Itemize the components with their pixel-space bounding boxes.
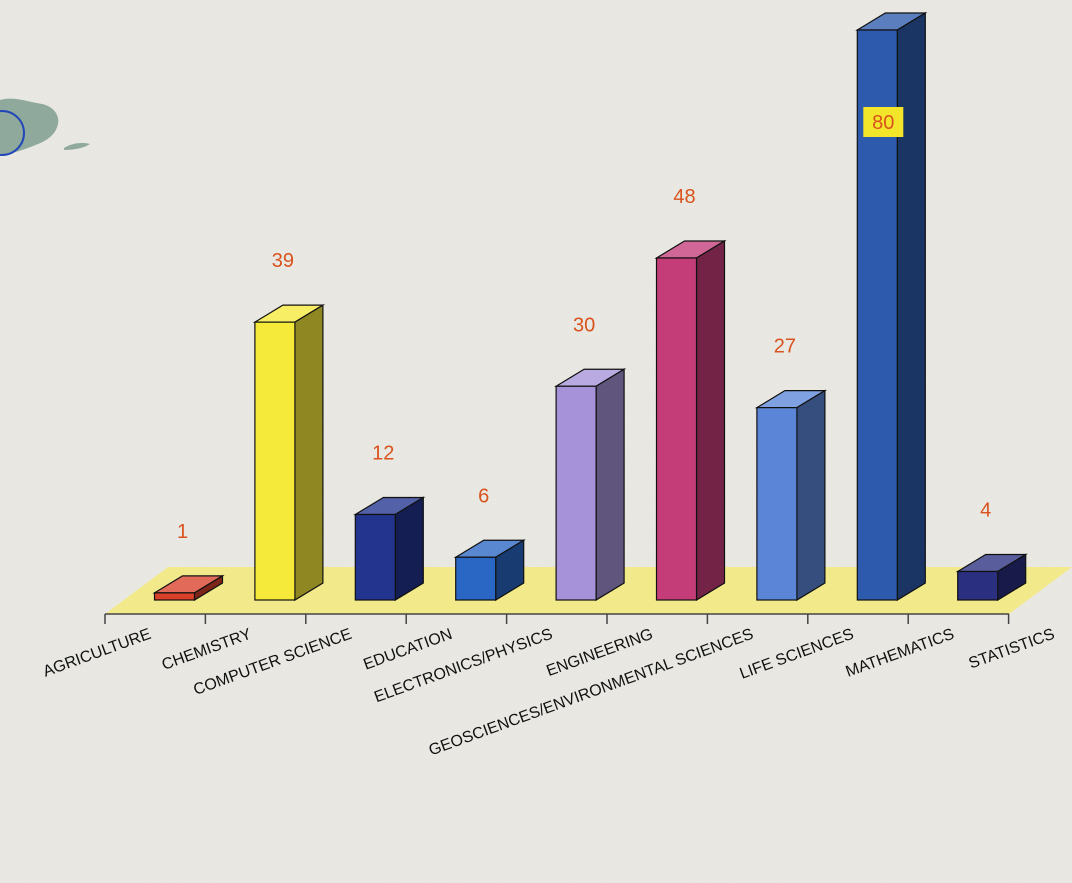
value-label-highlight (863, 107, 904, 137)
bar-value-label: 39 (272, 250, 294, 272)
bar-side-face (595, 368, 625, 602)
map-marker-circle (0, 110, 25, 156)
bar-side-face (294, 304, 324, 602)
bar-value-label: 4 (980, 500, 991, 522)
bar-front-face (756, 407, 798, 601)
bar-front-face (957, 570, 999, 601)
bar-value-label: 12 (372, 443, 394, 465)
bar-front-face (455, 556, 497, 601)
bar-value-label: 27 (774, 336, 796, 358)
bars-group: 1 39 12 6 30 48 27 80 4 (152, 11, 1028, 602)
bar: 48 (654, 186, 727, 602)
bar: 4 (955, 500, 1028, 602)
islet-shape (64, 143, 90, 150)
map-fragment (0, 98, 90, 156)
bar-value-label: 80 (872, 112, 894, 134)
bar-value-label: 1 (177, 521, 188, 543)
bar-front-face (153, 592, 196, 601)
bar-value-label: 6 (478, 485, 489, 507)
bar-front-face (555, 385, 597, 601)
bar: 27 (754, 336, 828, 602)
bar-side-face (896, 11, 926, 602)
bar-front-face (655, 257, 698, 601)
island-shape (0, 98, 59, 156)
bar: 1 (152, 521, 225, 602)
bar-side-face (796, 389, 826, 602)
bar: 12 (353, 443, 426, 602)
bar: 39 (252, 250, 326, 602)
bar-front-face (254, 321, 296, 601)
x-axis (104, 613, 1010, 624)
bar-value-label: 48 (673, 186, 695, 208)
bar-value-label: 30 (573, 314, 595, 336)
bar: 6 (453, 485, 526, 602)
bar-side-face (695, 239, 726, 602)
bar-front-face (354, 513, 396, 601)
bar: 30 (553, 314, 627, 602)
bar-side-face (394, 496, 424, 602)
bar: 80 (855, 11, 928, 602)
